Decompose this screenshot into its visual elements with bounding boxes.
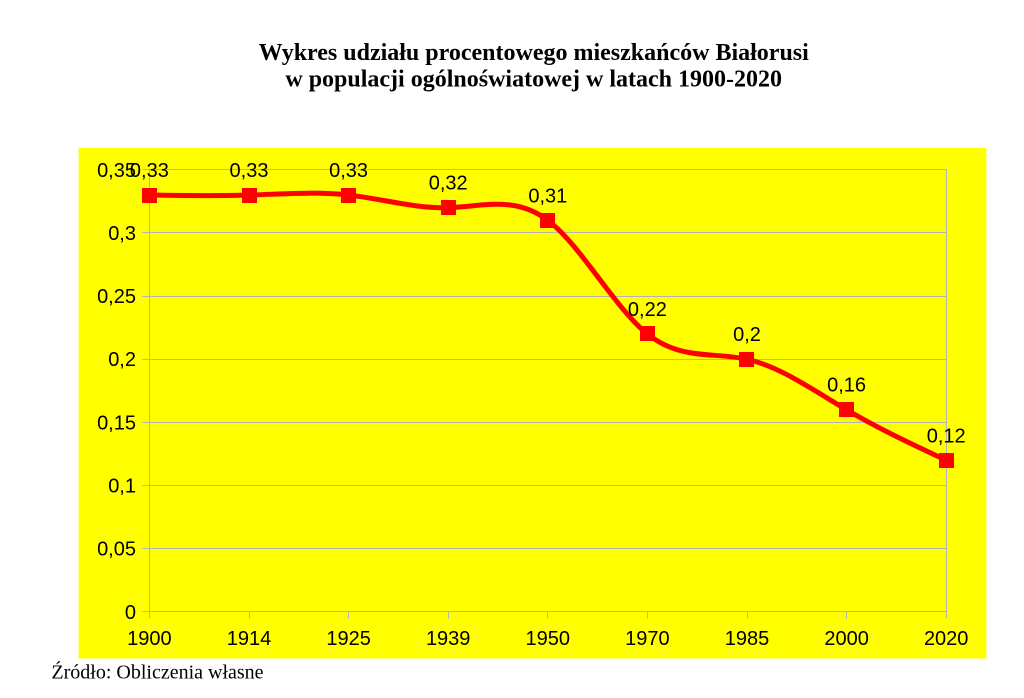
svg-text:0,1: 0,1 bbox=[108, 476, 136, 498]
svg-text:0,12: 0,12 bbox=[927, 425, 966, 447]
svg-text:1939: 1939 bbox=[426, 628, 471, 650]
svg-text:0,35: 0,35 bbox=[97, 160, 136, 182]
svg-text:0: 0 bbox=[125, 602, 136, 624]
svg-text:0,25: 0,25 bbox=[97, 286, 136, 308]
svg-text:0,2: 0,2 bbox=[733, 324, 761, 346]
svg-text:1925: 1925 bbox=[326, 628, 371, 650]
svg-text:1900: 1900 bbox=[127, 628, 172, 650]
svg-text:0,22: 0,22 bbox=[628, 299, 667, 321]
svg-text:Wykres udziału procentowego mi: Wykres udziału procentowego mieszkańców … bbox=[259, 40, 810, 66]
svg-text:Źródło: Obliczenia własne: Źródło: Obliczenia własne bbox=[51, 661, 263, 684]
svg-text:0,33: 0,33 bbox=[230, 160, 269, 182]
svg-text:1970: 1970 bbox=[625, 628, 670, 650]
svg-text:1950: 1950 bbox=[526, 628, 571, 650]
svg-text:1914: 1914 bbox=[227, 628, 272, 650]
svg-text:0,2: 0,2 bbox=[108, 349, 136, 371]
svg-text:0,15: 0,15 bbox=[97, 412, 136, 434]
svg-text:0,3: 0,3 bbox=[108, 223, 136, 245]
svg-text:1985: 1985 bbox=[725, 628, 770, 650]
svg-text:0,31: 0,31 bbox=[528, 185, 567, 207]
svg-text:0,33: 0,33 bbox=[329, 160, 368, 182]
svg-text:w populacji ogólnoświatowej w: w populacji ogólnoświatowej w latach 190… bbox=[285, 66, 782, 92]
svg-text:0,16: 0,16 bbox=[827, 375, 866, 397]
svg-text:0,05: 0,05 bbox=[97, 539, 136, 561]
svg-text:0,33: 0,33 bbox=[130, 160, 169, 182]
svg-text:2020: 2020 bbox=[924, 628, 969, 650]
svg-text:0,32: 0,32 bbox=[429, 173, 468, 195]
svg-text:2000: 2000 bbox=[824, 628, 869, 650]
